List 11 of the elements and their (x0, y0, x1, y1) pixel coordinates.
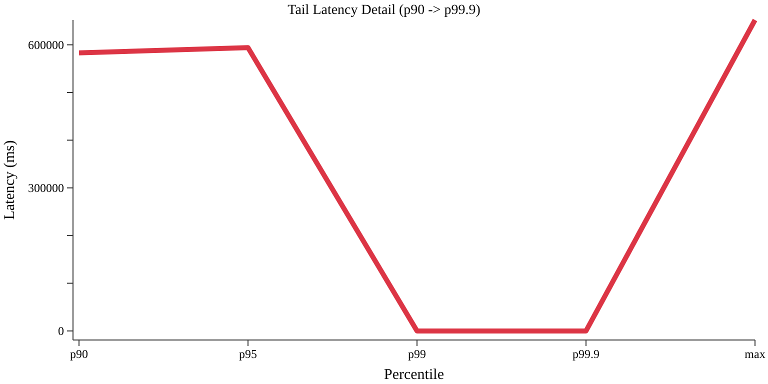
chart-title: Tail Latency Detail (p90 -> p99.9) (288, 3, 481, 18)
x-tick-label: p99 (408, 347, 426, 361)
x-tick-label: p95 (239, 347, 257, 361)
y-tick-label: 300000 (28, 181, 64, 196)
x-tick-label: max (744, 347, 766, 361)
y-axis-title: Latency (ms) (2, 140, 18, 220)
y-tick-label: 0 (58, 324, 64, 338)
x-tick-label: p90 (70, 347, 88, 361)
x-tick-label: p99.9 (572, 347, 600, 361)
x-axis-title: Percentile (384, 367, 444, 383)
y-tick-label: 600000 (28, 38, 64, 52)
